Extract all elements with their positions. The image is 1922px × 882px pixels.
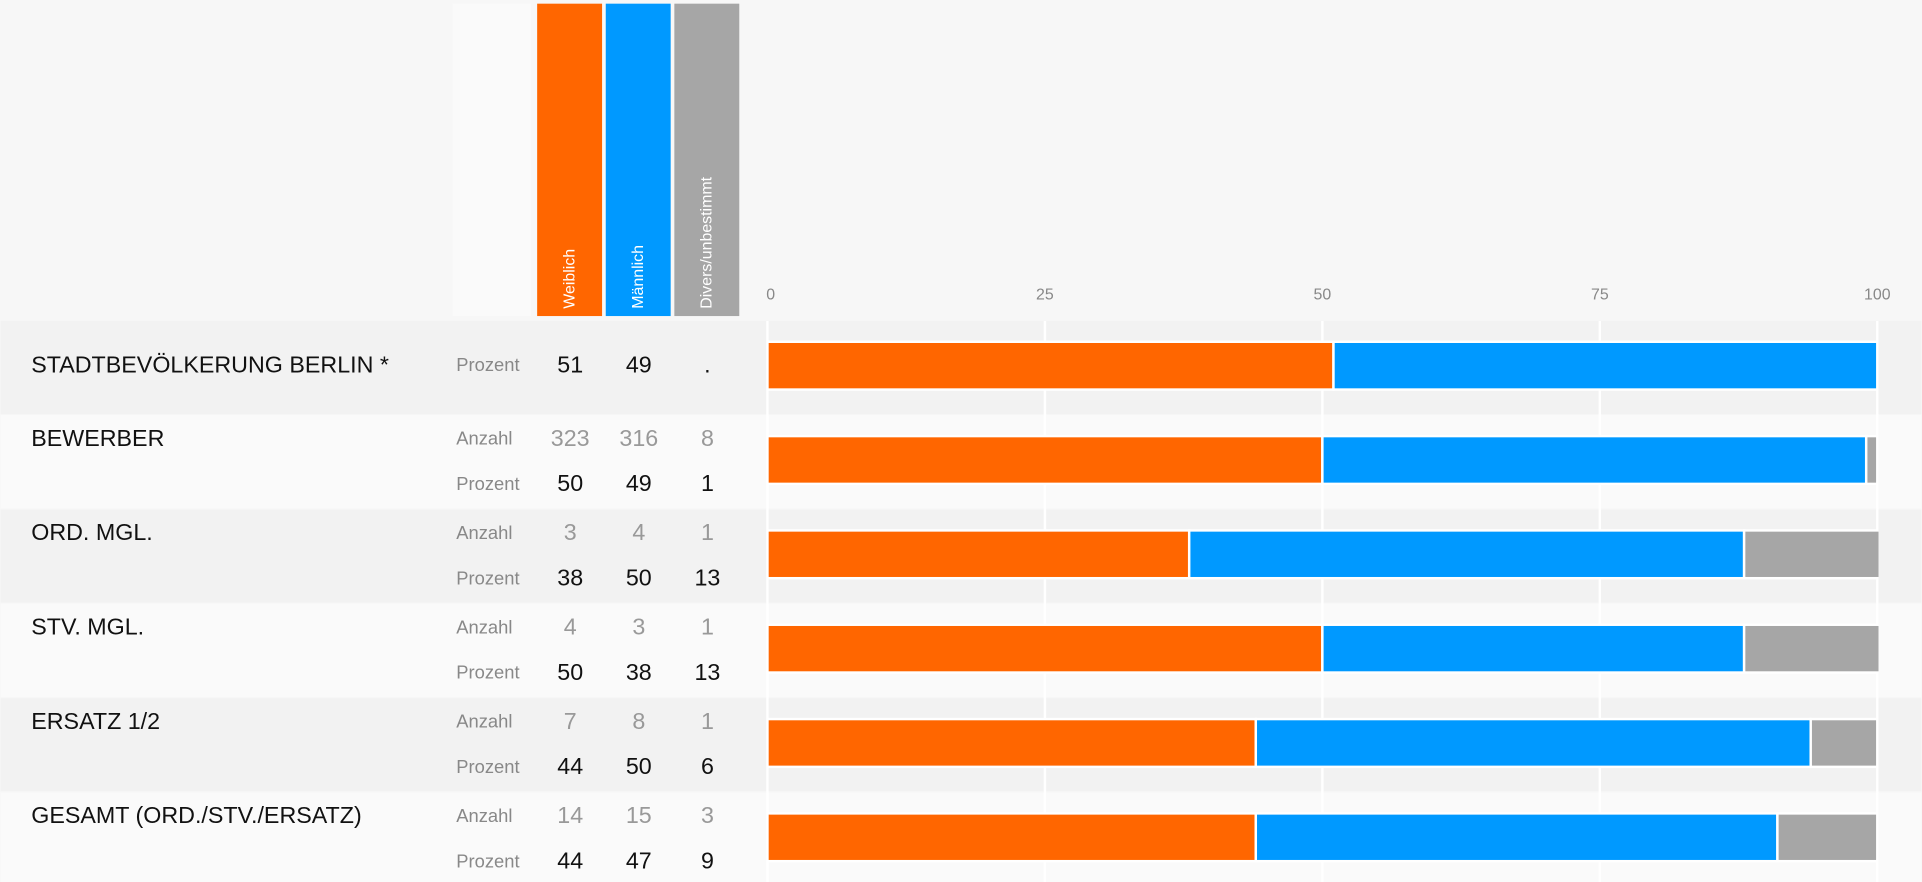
percent-value: 13 <box>694 565 720 591</box>
count-value: 14 <box>557 802 583 828</box>
row-label: ERSATZ 1/2 <box>31 708 160 734</box>
percent-value: 49 <box>626 351 652 377</box>
bar-segment <box>1332 340 1879 391</box>
bar-segment <box>1254 717 1812 769</box>
percent-value: 50 <box>557 470 583 496</box>
count-kind-label: Anzahl <box>456 522 512 543</box>
count-value: 7 <box>564 708 577 734</box>
percent-value: 9 <box>701 848 714 874</box>
header-cell <box>452 3 532 317</box>
percent-value: 38 <box>626 659 652 685</box>
count-kind-label: Anzahl <box>456 711 512 732</box>
count-value: 3 <box>701 802 714 828</box>
row-label: STADTBEVÖLKERUNG BERLIN * <box>31 351 389 377</box>
row-label: STV. MGL. <box>31 614 144 640</box>
legend-label: Weiblich <box>561 249 578 309</box>
percent-value: 51 <box>557 351 583 377</box>
legend-swatch <box>674 3 740 317</box>
count-value: 4 <box>632 519 645 545</box>
bar-segment <box>1742 623 1879 674</box>
bar-segment <box>1321 434 1868 486</box>
legend-swatch <box>537 3 603 317</box>
percent-value: . <box>704 351 710 377</box>
count-kind-label: Anzahl <box>456 428 512 449</box>
percent-kind-label: Prozent <box>456 473 519 494</box>
percent-value: 38 <box>557 565 583 591</box>
bar-segment <box>1742 529 1879 580</box>
percent-value: 50 <box>626 565 652 591</box>
percent-kind-label: Prozent <box>456 662 519 683</box>
percent-value: 6 <box>701 753 714 779</box>
count-value: 15 <box>626 802 652 828</box>
count-value: 4 <box>564 614 577 640</box>
percent-value: 13 <box>694 659 720 685</box>
x-tick-label: 0 <box>766 286 775 303</box>
x-tick-label: 75 <box>1591 286 1609 303</box>
percent-value: 44 <box>557 753 583 779</box>
bar-segment <box>767 623 1324 674</box>
count-value: 1 <box>701 614 714 640</box>
count-kind-label: Anzahl <box>456 616 512 637</box>
percent-kind-label: Prozent <box>456 756 519 777</box>
count-value: 316 <box>619 425 658 451</box>
bar-segment <box>1809 717 1879 769</box>
bar-segment <box>1321 623 1746 674</box>
bar-segment <box>767 340 1335 391</box>
percent-kind-label: Prozent <box>456 567 519 588</box>
legend-swatch <box>605 3 671 317</box>
count-kind-label: Anzahl <box>456 805 512 826</box>
count-value: 3 <box>632 614 645 640</box>
count-value: 1 <box>701 708 714 734</box>
count-value: 8 <box>701 425 714 451</box>
count-value: 323 <box>551 425 590 451</box>
bar-segment <box>1776 812 1879 863</box>
bar-segment <box>1187 529 1746 580</box>
row-label: GESAMT (ORD./STV./ERSATZ) <box>31 802 362 828</box>
legend-label: Männlich <box>630 245 647 309</box>
percent-value: 1 <box>701 470 714 496</box>
percent-value: 47 <box>626 848 652 874</box>
x-tick-label: 50 <box>1314 286 1332 303</box>
bar-segment <box>1864 434 1879 486</box>
percent-kind-label: Prozent <box>456 850 519 871</box>
bar-segment <box>767 434 1324 486</box>
bar-segment <box>767 717 1258 769</box>
row-label: BEWERBER <box>31 425 164 451</box>
x-tick-label: 100 <box>1864 286 1891 303</box>
row-label: ORD. MGL. <box>31 519 153 545</box>
x-tick-label: 25 <box>1036 286 1054 303</box>
percent-kind-label: Prozent <box>456 354 519 375</box>
legend-label: Divers/unbestimmt <box>699 176 716 308</box>
percent-value: 44 <box>557 848 583 874</box>
percent-value: 50 <box>626 753 652 779</box>
bar-segment <box>767 529 1191 580</box>
count-value: 8 <box>632 708 645 734</box>
bar-segment <box>767 812 1258 863</box>
percent-value: 49 <box>626 470 652 496</box>
bar-segment <box>1254 812 1779 863</box>
count-value: 1 <box>701 519 714 545</box>
count-value: 3 <box>564 519 577 545</box>
percent-value: 50 <box>557 659 583 685</box>
